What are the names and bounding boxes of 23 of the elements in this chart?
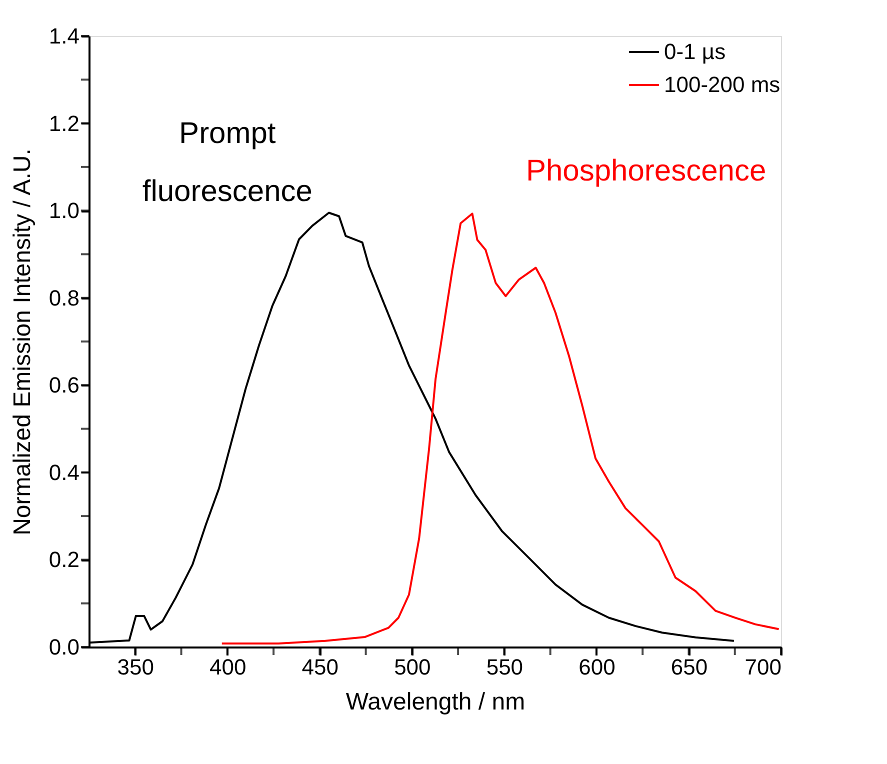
x-tick-label: 650	[670, 654, 708, 680]
x-axis-title: Wavelength / nm	[346, 688, 526, 716]
y-tick-label: 0.6	[48, 372, 80, 398]
y-axis-title: Normalized Emission Intensity / A.U.	[8, 148, 36, 536]
y-tick-label: 0.4	[48, 460, 80, 485]
x-tick-label: 450	[302, 654, 339, 680]
x-tick-label: 350	[117, 654, 154, 680]
x-tick-label: 700	[744, 654, 782, 680]
y-tick-label: 0.2	[48, 547, 80, 572]
annotation: Phosphorescence	[526, 154, 766, 188]
y-tick-label: 1.4	[48, 24, 80, 48]
line-series	[220, 212, 780, 645]
y-tick-label: 0.8	[48, 285, 80, 310]
y-tick-label: 1.2	[48, 110, 80, 136]
y-tick-label: 0.0	[48, 634, 80, 660]
x-tick-label: 500	[394, 654, 431, 680]
y-tick-label: 1.0	[48, 198, 80, 224]
x-tick-label: 600	[578, 654, 616, 680]
legend-label: 0-1 µs	[664, 39, 726, 64]
x-tick-label: 400	[210, 654, 246, 680]
annotation: Prompt fluorescence	[142, 116, 312, 208]
x-tick-label: 550	[486, 654, 524, 680]
legend-label: 100-200 ms	[664, 72, 780, 97]
